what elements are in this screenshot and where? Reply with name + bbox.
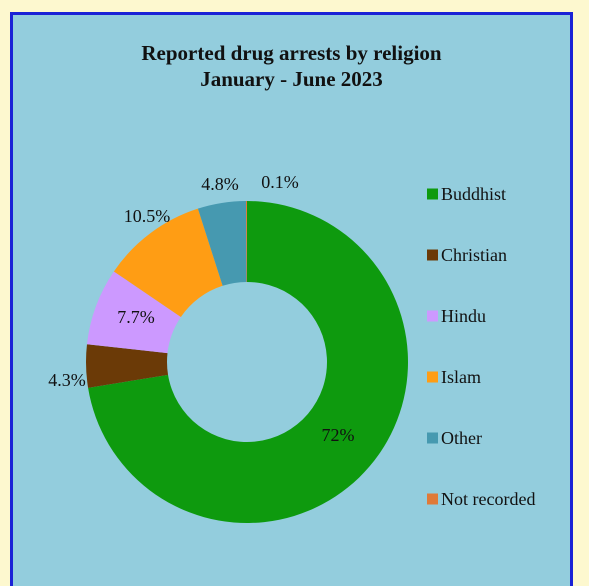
data-label-christian: 4.3% xyxy=(48,370,86,390)
donut-chart: 72% 4.3% 7.7% 10.5% 4.8% 0.1% Buddhist Christi… xyxy=(48,172,535,523)
legend-label-hindu: Hindu xyxy=(441,306,486,326)
slice-islam xyxy=(113,208,223,318)
slice-hindu xyxy=(86,271,181,354)
legend-swatch-buddhist xyxy=(427,188,438,200)
legend-label-other: Other xyxy=(441,428,482,448)
legend-swatch-christian xyxy=(427,249,438,261)
slice-other xyxy=(197,201,247,286)
chart-title: Reported drug arrests by religion xyxy=(141,41,442,65)
legend-label-islam: Islam xyxy=(441,367,481,387)
legend-label-not-recorded: Not recorded xyxy=(441,489,535,509)
legend-swatch-other xyxy=(427,432,438,444)
legend: Buddhist Christian Hindu Islam Other Not reco… xyxy=(427,184,535,509)
data-label-not-recorded: 0.1% xyxy=(261,172,299,192)
legend-swatch-not-recorded xyxy=(427,493,438,505)
data-label-other: 4.8% xyxy=(201,174,239,194)
legend-label-christian: Christian xyxy=(441,245,507,265)
chart-subtitle: January - June 2023 xyxy=(200,67,383,91)
legend-swatch-islam xyxy=(427,371,438,383)
slice-christian xyxy=(86,344,169,388)
slice-buddhist xyxy=(88,201,408,523)
data-label-islam: 10.5% xyxy=(124,206,171,226)
legend-label-buddhist: Buddhist xyxy=(441,184,506,204)
data-label-buddhist: 72% xyxy=(322,425,355,445)
legend-swatch-hindu xyxy=(427,310,438,322)
data-label-hindu: 7.7% xyxy=(117,307,155,327)
slice-not-recorded xyxy=(245,201,247,283)
